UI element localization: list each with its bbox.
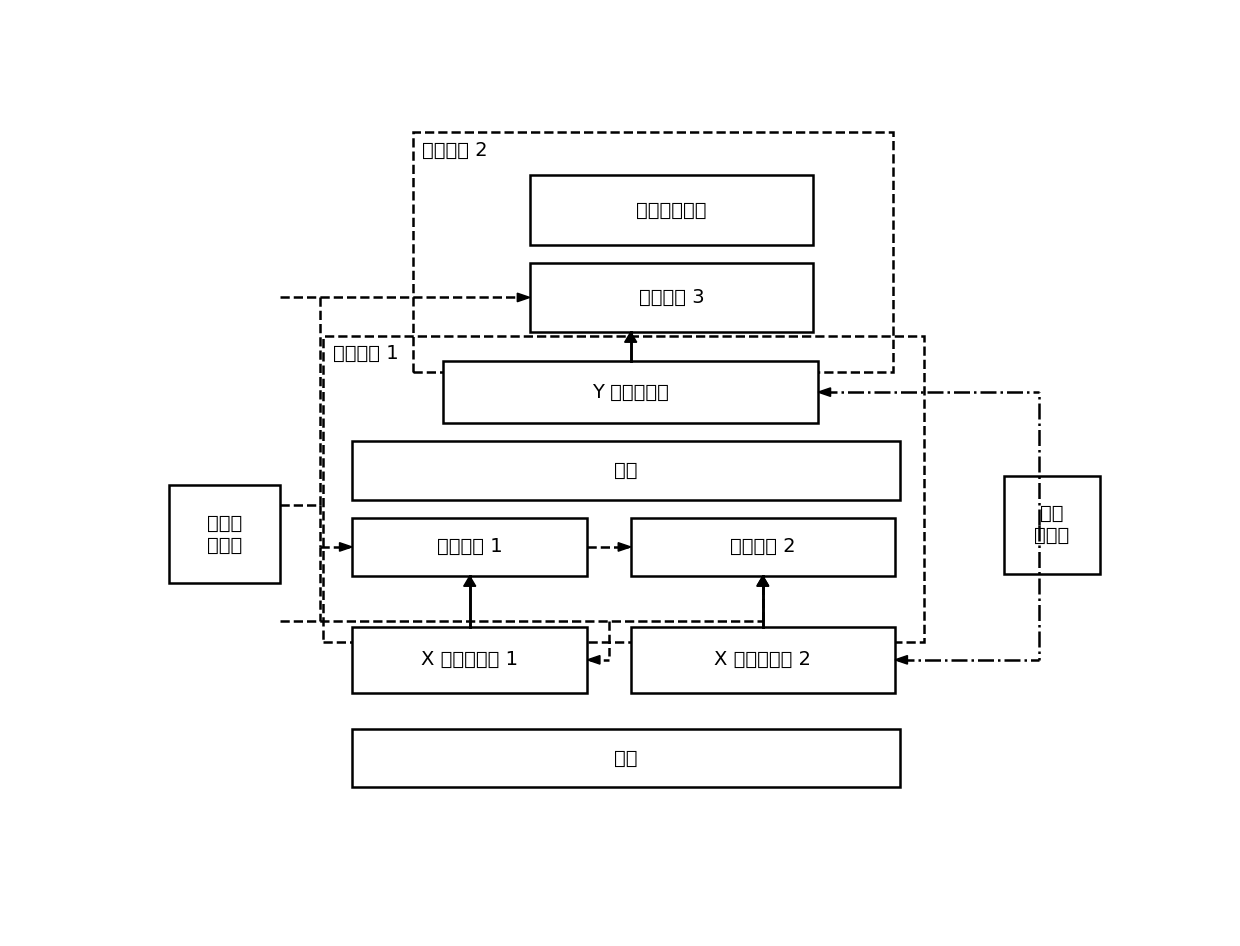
Polygon shape	[818, 388, 831, 396]
Bar	[1003, 476, 1100, 574]
Text: Y 向直线电机: Y 向直线电机	[593, 382, 670, 402]
Polygon shape	[895, 656, 908, 664]
Bar	[352, 627, 588, 692]
Text: 气压辅
助系统: 气压辅 助系统	[207, 514, 242, 554]
Polygon shape	[758, 576, 769, 586]
Polygon shape	[517, 293, 529, 302]
Bar	[170, 485, 280, 584]
Text: 横梁: 横梁	[614, 461, 637, 480]
Bar	[631, 627, 895, 692]
Bar	[324, 336, 924, 641]
Text: 气体轴承 3: 气体轴承 3	[639, 288, 704, 307]
Bar	[529, 175, 813, 245]
Polygon shape	[340, 543, 352, 552]
Text: X 向直线电机 2: X 向直线电机 2	[714, 650, 811, 670]
Text: X 向直线电机 1: X 向直线电机 1	[422, 650, 518, 670]
Text: 电机
驱动器: 电机 驱动器	[1034, 504, 1069, 545]
Text: 承载机构 2: 承载机构 2	[422, 140, 487, 160]
Text: 承载机构 1: 承载机构 1	[332, 344, 398, 363]
Polygon shape	[464, 576, 476, 587]
Text: 基座: 基座	[614, 748, 637, 767]
Polygon shape	[756, 576, 769, 587]
Polygon shape	[619, 543, 631, 552]
Bar	[352, 517, 588, 576]
Bar	[352, 729, 900, 787]
Bar	[352, 441, 900, 499]
Text: 气体轴承 1: 气体轴承 1	[436, 537, 502, 556]
Bar	[444, 361, 818, 423]
Text: 气体轴承 2: 气体轴承 2	[730, 537, 796, 556]
Polygon shape	[625, 332, 637, 342]
Polygon shape	[588, 656, 600, 664]
Bar	[529, 263, 813, 332]
Text: （承载）滑块: （承载）滑块	[636, 201, 707, 219]
Bar	[413, 131, 893, 372]
Bar	[631, 517, 895, 576]
